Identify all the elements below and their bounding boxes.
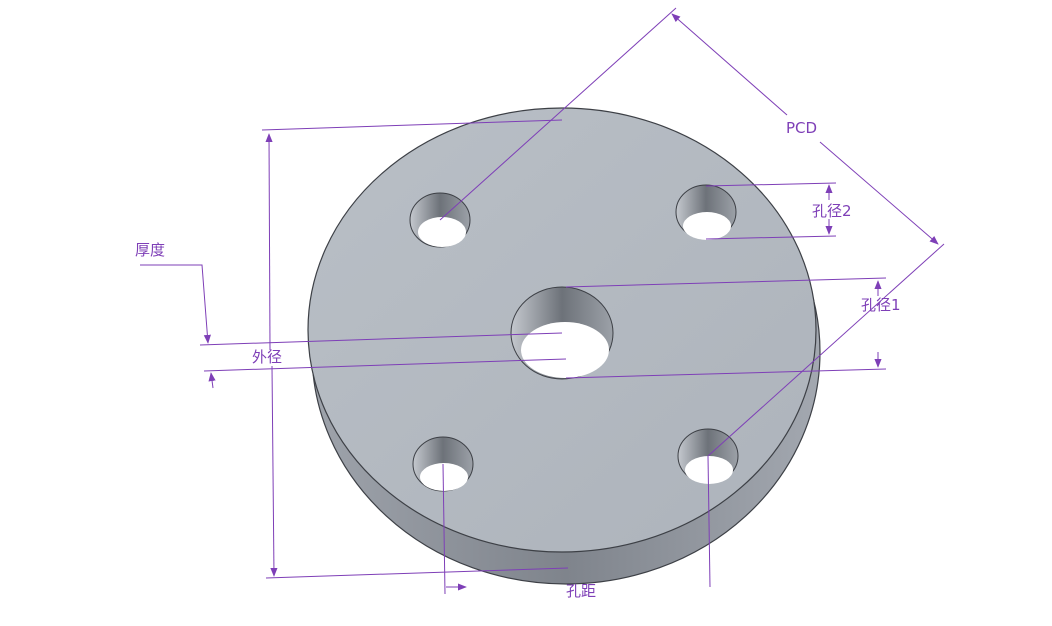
outer-dia-dimension	[261, 119, 569, 579]
hole-dia-1-label: 孔径1	[861, 296, 901, 314]
hole-spacing-label: 孔距	[566, 582, 596, 600]
dimension-lines	[140, 7, 945, 595]
outer-dia-label: 外径	[252, 348, 282, 366]
hole-dia-1-dimension	[565, 277, 887, 379]
hole-dia-2-label: 孔径2	[812, 202, 852, 220]
thickness-label: 厚度	[135, 241, 165, 259]
pcd-label: PCD	[786, 119, 817, 137]
hole-spacing-dimension	[442, 455, 711, 595]
hole-dia-2-dimension	[705, 182, 837, 240]
bolt-hole-top-right	[675, 184, 737, 240]
dimension-labels: PCD 孔径2 孔径1 厚度 外径 孔距	[135, 119, 901, 600]
pcd-dimension	[439, 7, 945, 457]
thickness-dimension	[140, 264, 567, 389]
